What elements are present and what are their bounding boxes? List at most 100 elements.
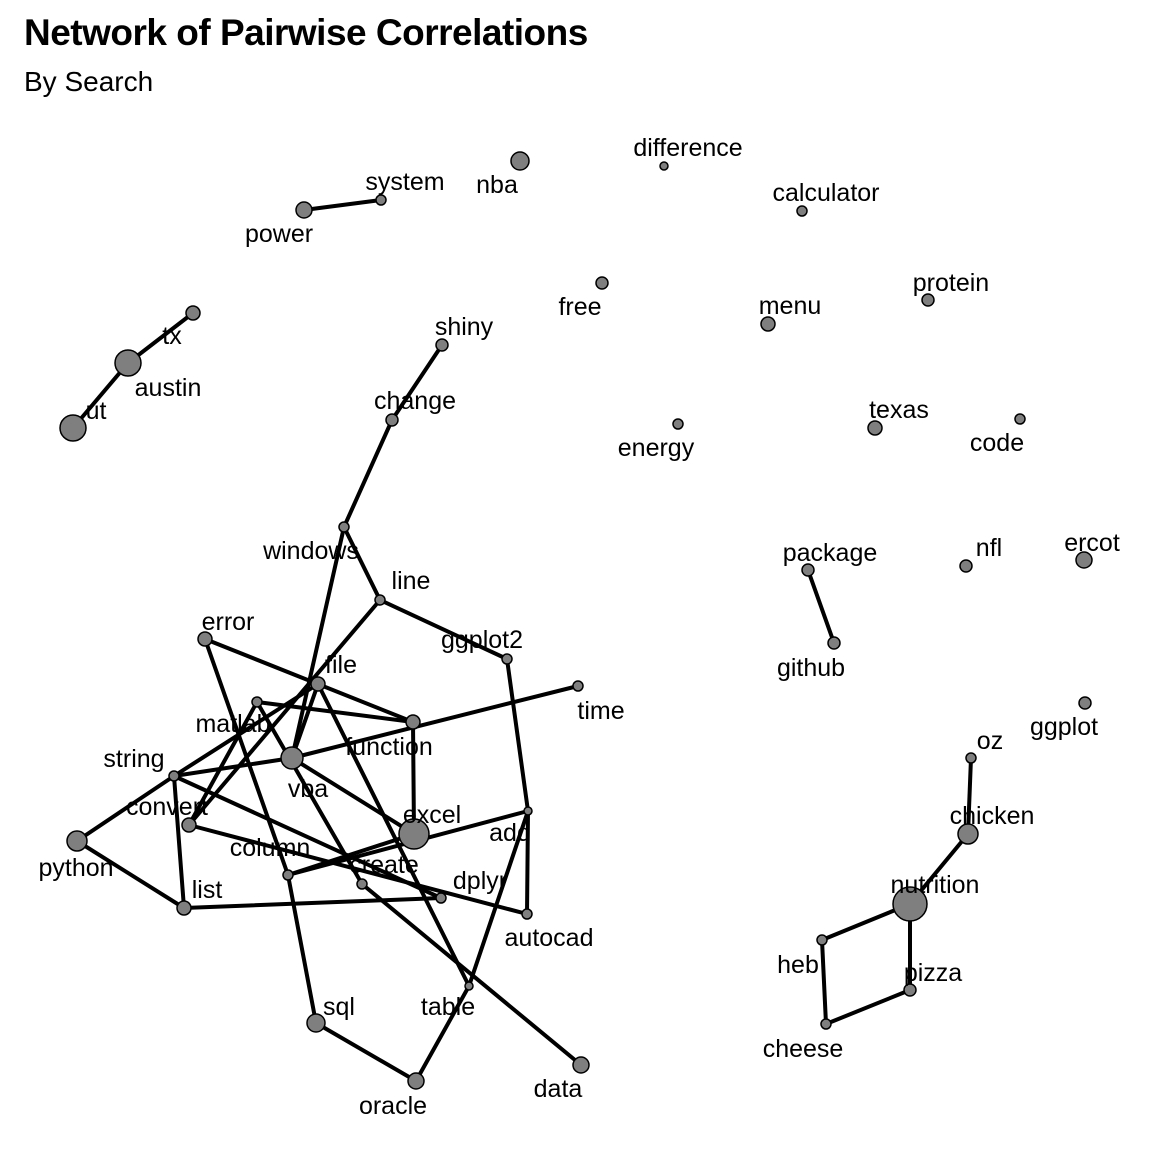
node-nba [510,151,530,171]
node-label-dplyr: dplyr [453,867,507,895]
edge-string-python [75,774,176,843]
node-label-texas: texas [869,396,929,424]
node-change [385,413,399,427]
edge-file-table [316,682,471,988]
node-label-time: time [577,697,624,725]
node-label-sql: sql [323,993,355,1021]
edge-string-list [172,774,186,910]
node-table [464,981,474,991]
node-label-excel: excel [403,801,461,829]
node-label-power: power [245,220,313,248]
node-label-change: change [374,387,456,415]
node-label-nutrition: nutrition [891,871,980,899]
edge-function-excel [411,720,416,836]
node-label-file: file [325,651,357,679]
edge-cheese-pizza [824,988,912,1026]
node-label-free: free [558,293,601,321]
node-column [282,869,294,881]
node-nutrition [892,886,928,922]
edge-python-list [75,839,186,910]
edge-vba-time [290,684,580,760]
node-austin [114,349,142,377]
node-label-ut: ut [86,397,107,425]
node-label-nfl: nfl [976,534,1002,562]
node-label-calculator: calculator [773,179,880,207]
node-string [168,770,180,782]
node-windows [338,521,350,533]
edge-heb-cheese [820,938,828,1026]
node-free [595,276,609,290]
node-heb [816,934,828,946]
node-label-energy: energy [618,434,695,462]
edge-sql-oracle [314,1021,418,1083]
edge-power-system [302,198,383,212]
node-energy [672,418,684,430]
node-label-vba: vba [288,775,328,803]
edge-column-sql [286,873,318,1025]
node-label-ggplot: ggplot [1030,713,1098,741]
node-label-heb: heb [777,951,819,979]
edge-line-convert [187,598,382,827]
node-label-line: line [392,567,431,595]
edge-matlab-convert [187,700,259,827]
edge-austin-ut [71,361,130,430]
node-excel [398,818,430,850]
node-dplyr [435,892,447,904]
node-ercot [1075,551,1093,569]
edge-vba-excel [290,756,416,836]
node-chicken [957,823,979,845]
edge-matlab-function [255,700,415,724]
edge-change-windows [342,418,394,529]
node-calculator [796,205,808,217]
node-label-ercot: ercot [1064,529,1120,557]
node-label-error: error [202,608,255,636]
node-nfl [959,559,973,573]
node-label-oz: oz [977,727,1003,755]
edge-windows-line [342,525,382,602]
node-power [295,201,313,219]
node-oz [965,752,977,764]
edge-list-dplyr [182,896,443,910]
edge-file-string [172,682,320,778]
node-ut [59,414,87,442]
node-difference [659,161,669,171]
node-line [374,594,386,606]
node-protein [921,293,935,307]
node-menu [760,316,776,332]
edge-table-oracle [414,984,471,1083]
node-label-austin: austin [135,374,202,402]
chart-title: Network of Pairwise Correlations [24,12,588,53]
edge-error-column [203,637,290,877]
node-tx [185,305,201,321]
node-label-add: add [489,819,531,847]
node-sql [306,1013,326,1033]
node-label-oracle: oracle [359,1092,427,1120]
edge-windows-vba [290,525,346,760]
node-label-convert: convert [126,793,208,821]
node-add [523,806,533,816]
node-package [801,563,815,577]
node-label-chicken: chicken [950,802,1035,830]
node-label-code: code [970,429,1024,457]
edge-add-autocad [525,809,530,916]
node-data [572,1056,590,1074]
node-label-create: create [349,851,418,879]
node-label-autocad: autocad [505,924,594,952]
edge-file-vba [290,682,320,760]
node-label-shiny: shiny [435,313,494,341]
node-oracle [407,1072,425,1090]
edge-oz-chicken [966,756,973,836]
node-label-matlab: matlab [195,710,270,738]
node-layer [59,151,1093,1090]
node-autocad [521,908,533,920]
node-label-pizza: pizza [904,959,962,987]
node-function [405,714,421,730]
node-label-data: data [534,1075,583,1103]
node-vba [280,746,304,770]
node-convert [181,817,197,833]
node-label-cheese: cheese [763,1035,844,1063]
node-label-github: github [777,654,845,682]
node-label-package: package [783,539,878,567]
edge-package-github [806,568,836,645]
